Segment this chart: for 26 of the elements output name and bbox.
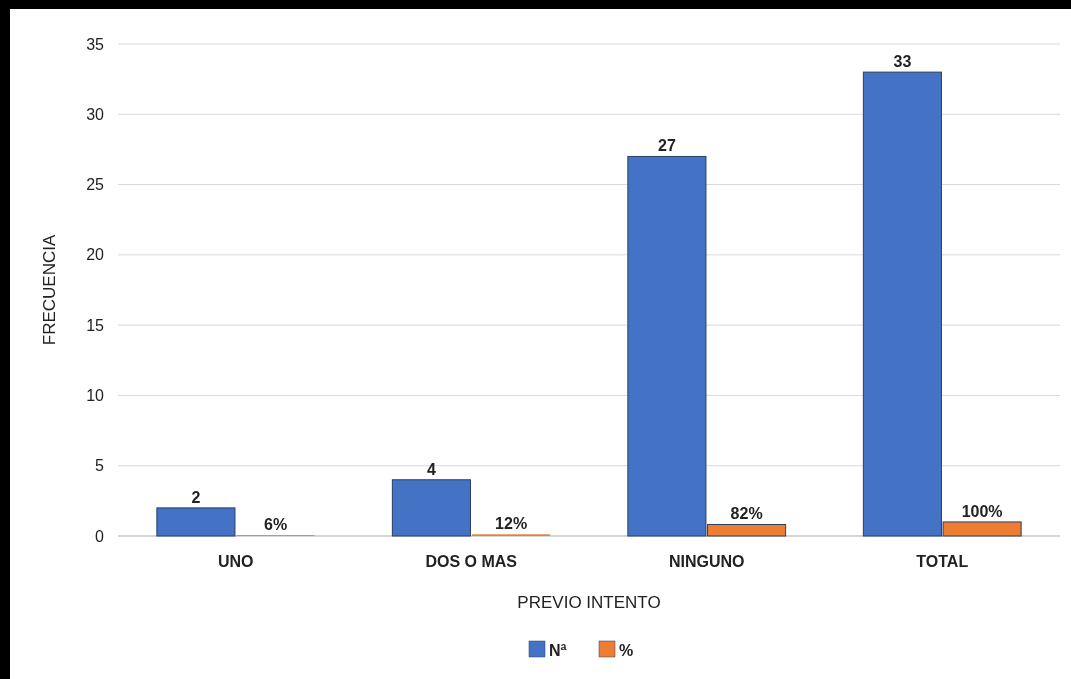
data-label: 100%	[961, 502, 1003, 520]
y-tick-label: 35	[86, 35, 105, 53]
data-label: 6%	[264, 516, 288, 534]
y-tick-label: 0	[95, 527, 105, 545]
y-axis-title: FRECUENCIA	[40, 234, 59, 346]
y-tick-label: 10	[86, 387, 105, 405]
y-tick-label: 25	[86, 176, 105, 194]
y-tick-label: 5	[95, 457, 105, 475]
bar	[391, 479, 471, 537]
legend-label: Nª	[549, 641, 567, 659]
data-label: 27	[658, 137, 676, 155]
x-axis-title: PREVIO INTENTO	[517, 593, 661, 612]
x-tick-label: DOS O MAS	[425, 553, 518, 570]
x-tick-label: TOTAL	[916, 553, 969, 570]
y-tick-label: 15	[86, 316, 105, 334]
bar	[156, 507, 236, 537]
legend-label: %	[619, 641, 634, 659]
data-label: 82%	[730, 505, 763, 523]
data-label: 33	[893, 53, 912, 71]
y-tick-label: 20	[86, 246, 105, 264]
data-label: 12%	[495, 515, 528, 533]
data-label: 4	[426, 460, 436, 478]
data-label: 2	[191, 488, 201, 506]
x-tick-label: UNO	[217, 553, 254, 570]
x-tick-label: NINGUNO	[668, 553, 745, 570]
y-tick-label: 30	[86, 105, 105, 123]
